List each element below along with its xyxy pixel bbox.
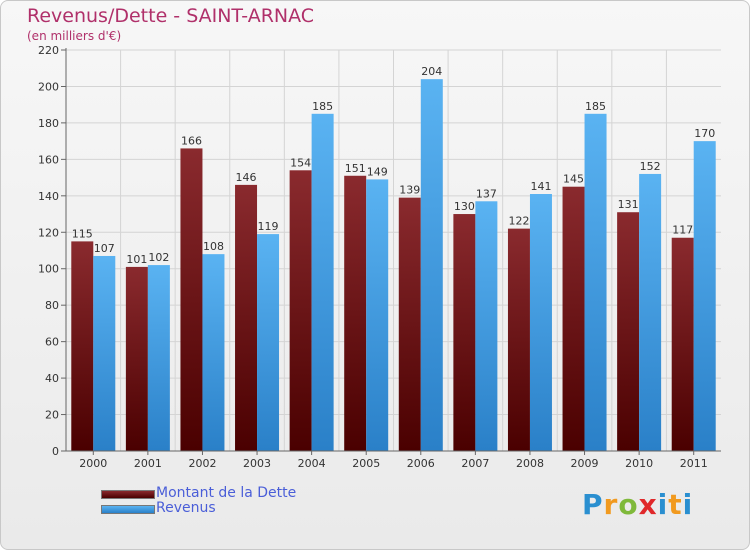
data-label-dette-2000: 115 [72,227,93,240]
data-label-revenus-2002: 108 [203,240,224,253]
y-tick-label-140: 140 [38,190,59,203]
data-label-revenus-2007: 137 [476,187,497,200]
x-tick-label-2009: 2009 [571,457,599,470]
y-tick-label-80: 80 [45,299,59,312]
data-label-revenus-2005: 149 [367,165,388,178]
legend-label-dette: Montant de la Dette [156,485,297,501]
chart-title: Revenus/Dette - SAINT-ARNAC [27,5,315,27]
bars [71,79,716,452]
data-label-revenus-2009: 185 [585,100,606,113]
data-label-dette-2003: 146 [236,171,257,184]
legend-swatch-dette [101,490,155,499]
bar-dette-2009 [562,186,585,452]
bar-dette-2011 [671,237,694,451]
data-label-revenus-2004: 185 [312,100,333,113]
bar-dette-2002 [180,148,203,451]
x-tick-label-2007: 2007 [461,457,489,470]
data-label-revenus-2006: 204 [421,65,442,78]
data-label-dette-2007: 130 [454,200,475,213]
x-tick-label-2008: 2008 [516,457,544,470]
bar-dette-2005 [344,175,367,451]
chart-subtitle: (en milliers d'€) [27,29,122,43]
bar-revenus-2005 [366,179,389,451]
bar-revenus-2011 [693,141,716,452]
bar-dette-2000 [71,241,94,451]
bar-revenus-2008 [529,193,552,451]
bar-revenus-2004 [311,113,334,451]
data-label-dette-2002: 166 [181,134,202,147]
data-label-revenus-2008: 141 [530,180,551,193]
data-label-dette-2005: 151 [345,162,366,175]
data-label-revenus-2000: 107 [94,242,115,255]
bar-revenus-2003 [257,234,280,451]
y-tick-label-160: 160 [38,153,59,166]
bar-revenus-2010 [639,173,662,452]
x-tick-label-2010: 2010 [625,457,653,470]
data-label-dette-2008: 122 [508,215,529,228]
y-tick-label-220: 220 [38,44,59,57]
bar-dette-2004 [289,170,312,452]
y-tick-label-100: 100 [38,263,59,276]
bar-revenus-2006 [420,79,443,451]
x-tick-label-2005: 2005 [352,457,380,470]
y-tick-label-0: 0 [52,445,59,458]
x-tick-label-2003: 2003 [243,457,271,470]
bar-revenus-2001 [147,265,170,451]
x-tick-label-2001: 2001 [134,457,162,470]
data-label-dette-2009: 145 [563,173,584,186]
data-label-revenus-2001: 102 [148,251,169,264]
bar-dette-2007 [453,214,476,451]
data-label-dette-2010: 131 [618,198,639,211]
x-tick-label-2006: 2006 [407,457,435,470]
bar-dette-2001 [125,266,148,451]
data-label-revenus-2011: 170 [694,127,715,140]
bar-revenus-2000 [93,255,116,451]
y-tick-label-20: 20 [45,409,59,422]
x-tick-label-2000: 2000 [79,457,107,470]
data-label-dette-2011: 117 [672,224,693,237]
bar-dette-2008 [507,228,530,451]
legend-swatch-revenus [101,505,155,514]
bar-revenus-2007 [475,201,498,451]
x-tick-label-2004: 2004 [298,457,326,470]
x-tick-label-2002: 2002 [188,457,216,470]
y-tick-label-120: 120 [38,226,59,239]
data-label-revenus-2010: 152 [640,160,661,173]
data-label-dette-2001: 101 [126,253,147,266]
bar-dette-2010 [617,212,640,451]
bar-revenus-2002 [202,254,225,451]
proxiti-logo: Proxiti [582,488,694,521]
bar-revenus-2009 [584,113,607,451]
bar-dette-2003 [235,184,258,451]
y-tick-label-40: 40 [45,372,59,385]
data-label-dette-2004: 154 [290,156,311,169]
y-tick-label-180: 180 [38,117,59,130]
y-tick-label-200: 200 [38,80,59,93]
y-tick-label-60: 60 [45,336,59,349]
axes: 0 20 40 60 80 100 120 140 160 180 200 220 2000 2001 20… [38,44,721,470]
data-label-revenus-2003: 119 [258,220,279,233]
grid-lines [66,49,721,451]
data-label-dette-2006: 139 [399,184,420,197]
bar-dette-2006 [398,197,421,451]
x-tick-label-2011: 2011 [680,457,708,470]
legend-label-revenus: Revenus [156,500,216,516]
